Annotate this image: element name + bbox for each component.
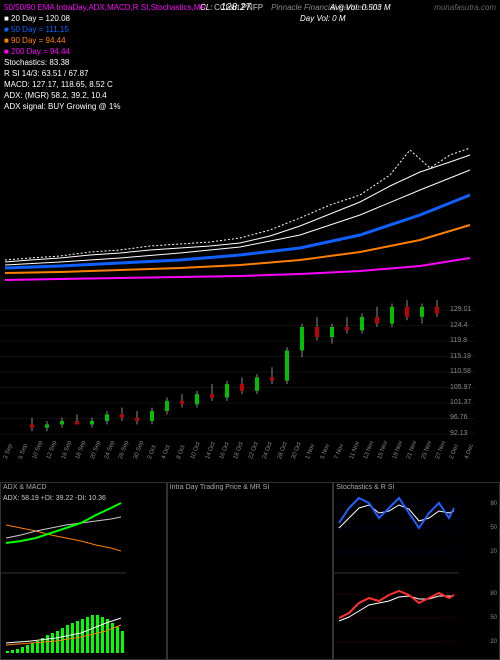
title-line: 50/50/90 EMA IntraDay,ADX,MACD,R SI,Stoc… (4, 2, 206, 13)
ema-legend-item: ■ 20 Day = 120.08 (4, 13, 496, 24)
adx-macd-title: ADX & MACD (3, 484, 47, 491)
adx-label: ADX: (MGR) 58.2, 39.2, 10.4 (4, 90, 496, 101)
adx-values: ADX: 58.19 +DI: 39.22 -DI: 10.36 (3, 495, 106, 502)
stoch-label: Stochastics: 83.38 (4, 57, 496, 68)
adx-macd-panel: ADX & MACD ADX: 58.19 +DI: 39.22 -DI: 10… (0, 482, 167, 660)
stoch-rsi-panel: Stochastics & R SI 202050508080 (333, 482, 500, 660)
stoch-rsi-title: Stochastics & R SI (336, 484, 394, 491)
candle-x-axis: 3 Sep6 Sep10 Sep12 Sep16 Sep18 Sep20 Sep… (0, 458, 475, 470)
macd-label: MACD: 127.17, 118.65, 8.52 C (4, 79, 496, 90)
ema-legend-item: ■ 50 Day = 111.15 (4, 24, 496, 35)
ema-legend-item: ■ 200 Day = 94.44 (4, 46, 496, 57)
adx-signal: ADX signal: BUY Growing @ 1% (4, 101, 496, 112)
intraday-title: Intra Day Trading Price & MR SI (170, 484, 270, 491)
cl-label: CL: (200, 2, 212, 13)
ema-legend-item: ■ 90 Day = 94.44 (4, 35, 496, 46)
source: munafasutra.com (434, 2, 496, 13)
rsi-label: R SI 14/3: 63.51 / 67.87 (4, 68, 496, 79)
cl-value: 128.27 (220, 2, 251, 13)
day-vol: Day Vol: 0 M (300, 13, 346, 24)
candle-y-axis: 92.1396.76101.37105.97110.58115.19119.81… (450, 290, 475, 458)
candlestick-chart: 92.1396.76101.37105.97110.58115.19119.81… (0, 290, 475, 470)
indicator-panels: ADX & MACD ADX: 58.19 +DI: 39.22 -DI: 10… (0, 482, 500, 660)
ema-list: ■ 20 Day = 120.08■ 50 Day = 111.15■ 90 D… (4, 13, 496, 57)
chart-header: 50/50/90 EMA IntraDay,ADX,MACD,R SI,Stoc… (0, 0, 500, 114)
intraday-panel: Intra Day Trading Price & MR SI (167, 482, 334, 660)
avg-vol: Avg Vol: 0.503 M (330, 2, 390, 13)
